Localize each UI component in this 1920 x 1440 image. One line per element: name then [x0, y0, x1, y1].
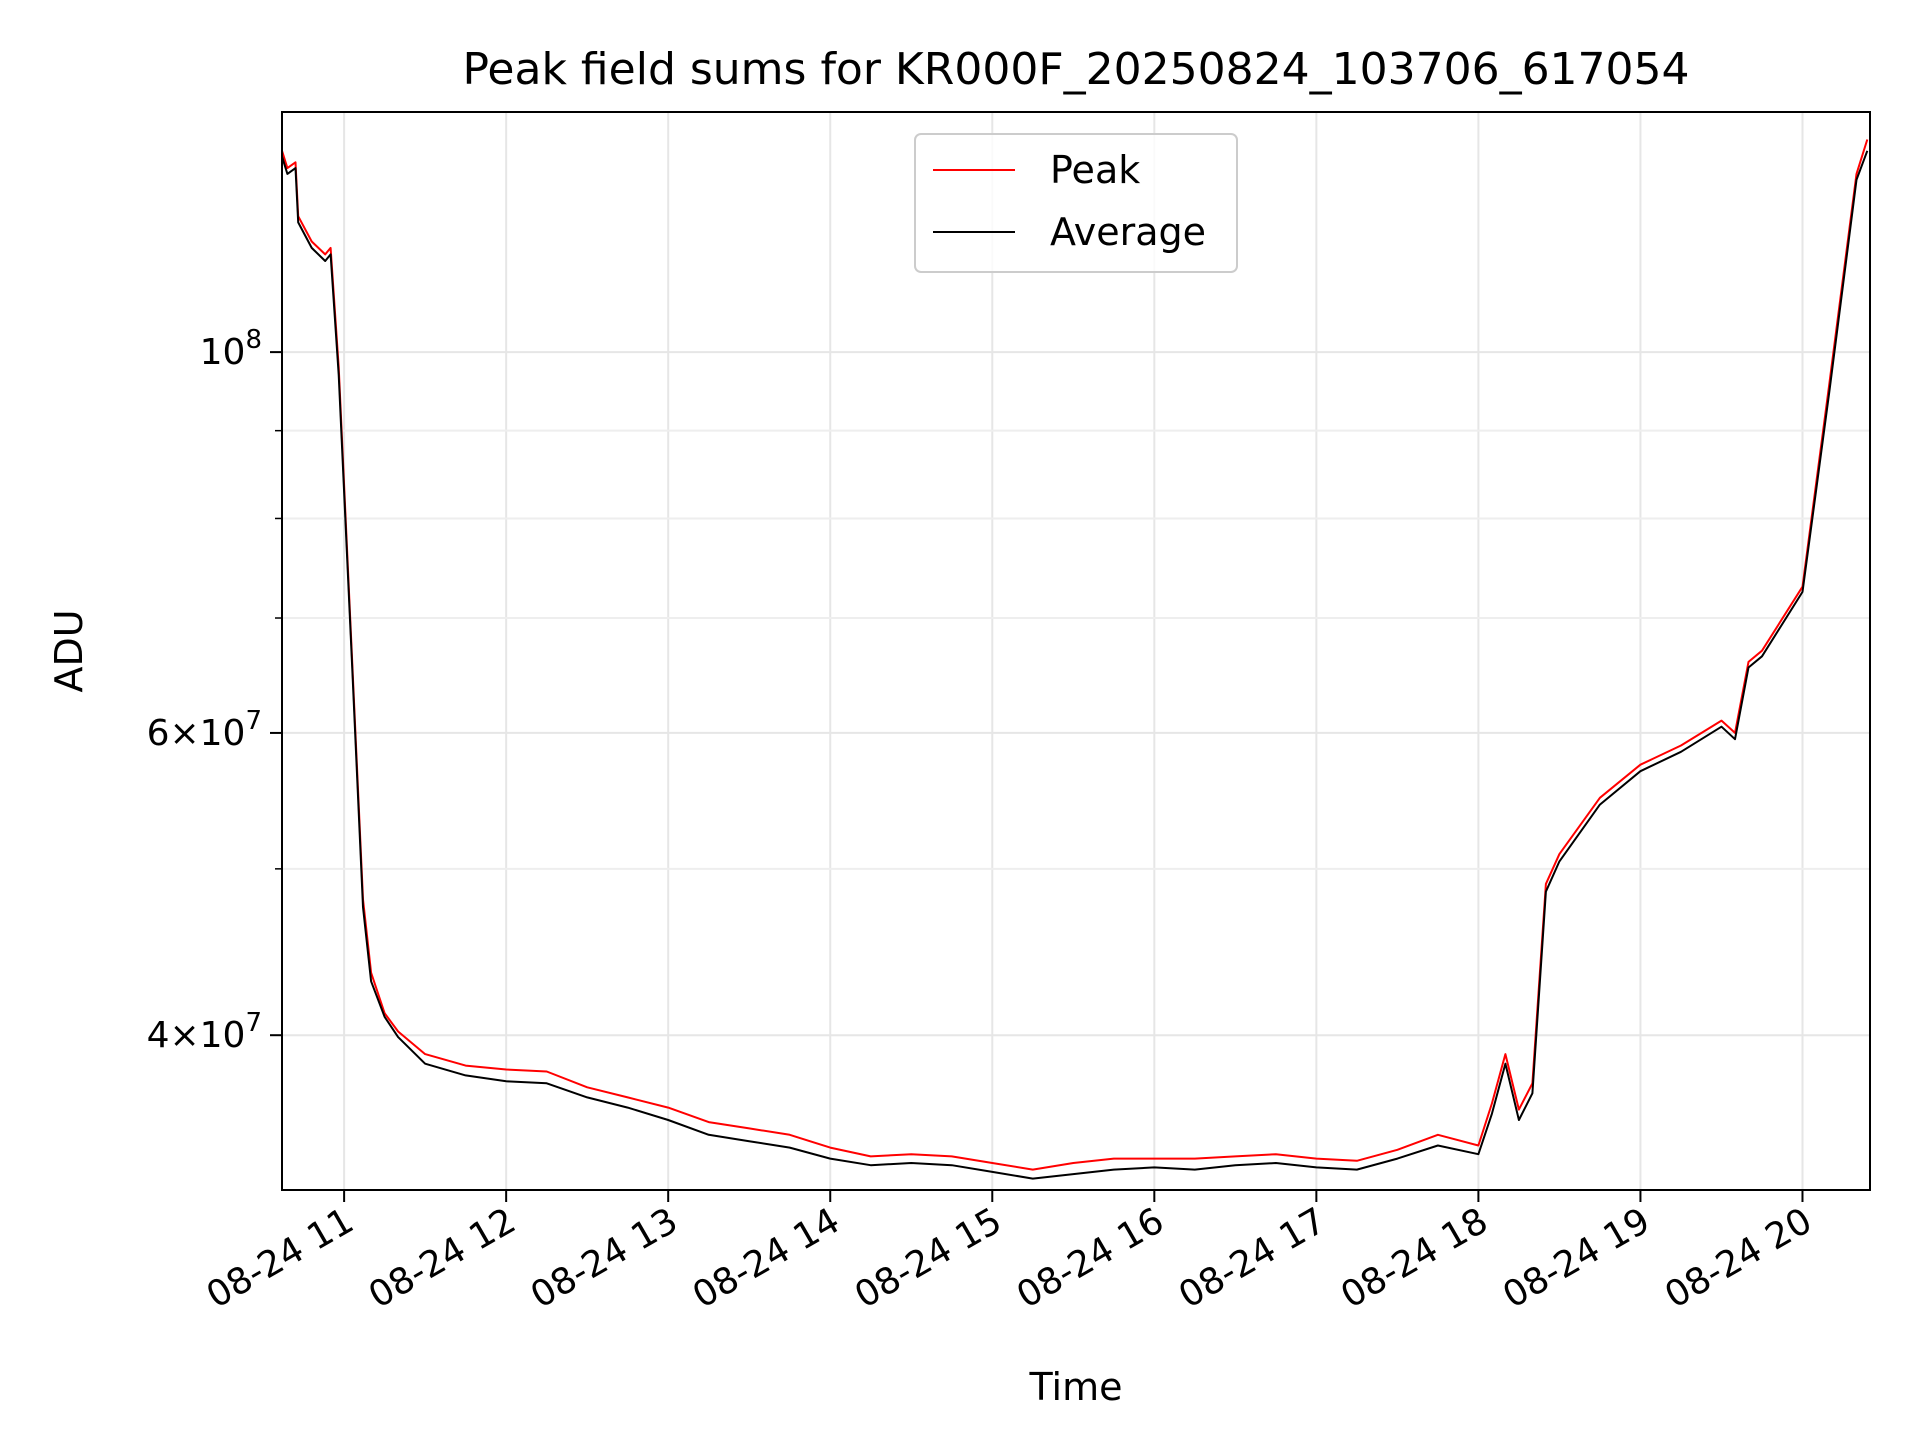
y-tick-mult: ×: [169, 713, 199, 754]
plot-frame: [281, 111, 1871, 1191]
x-axis-label: Time: [1029, 1365, 1123, 1409]
y-tick-ten: 10: [200, 1015, 246, 1056]
y-tick-exp: 8: [245, 325, 262, 355]
legend-label-average: Average: [1050, 210, 1206, 254]
series-line-average: [282, 150, 1869, 1180]
grid: [282, 112, 1870, 1190]
y-tick-ten: 10: [200, 713, 246, 754]
y-tick-exp: 7: [245, 706, 262, 736]
y-tick-label: 4×107: [147, 1008, 262, 1056]
y-tick-ten: 10: [200, 332, 246, 373]
y-tick-base: 4: [147, 1015, 170, 1056]
series-lines: [282, 139, 1869, 1180]
y-tick-label: 108: [200, 325, 262, 373]
chart-title: Peak field sums for KR000F_20250824_1037…: [462, 44, 1689, 95]
y-tick-exp: 7: [245, 1008, 262, 1038]
y-tick-label: 6×107: [147, 706, 262, 754]
legend-label-peak: Peak: [1050, 148, 1140, 192]
legend: Peak Average: [914, 133, 1238, 273]
y-axis-label: ADU: [47, 609, 91, 692]
y-tick-base: 6: [147, 713, 170, 754]
legend-box: [914, 133, 1238, 273]
y-tick-mult: ×: [169, 1015, 199, 1056]
